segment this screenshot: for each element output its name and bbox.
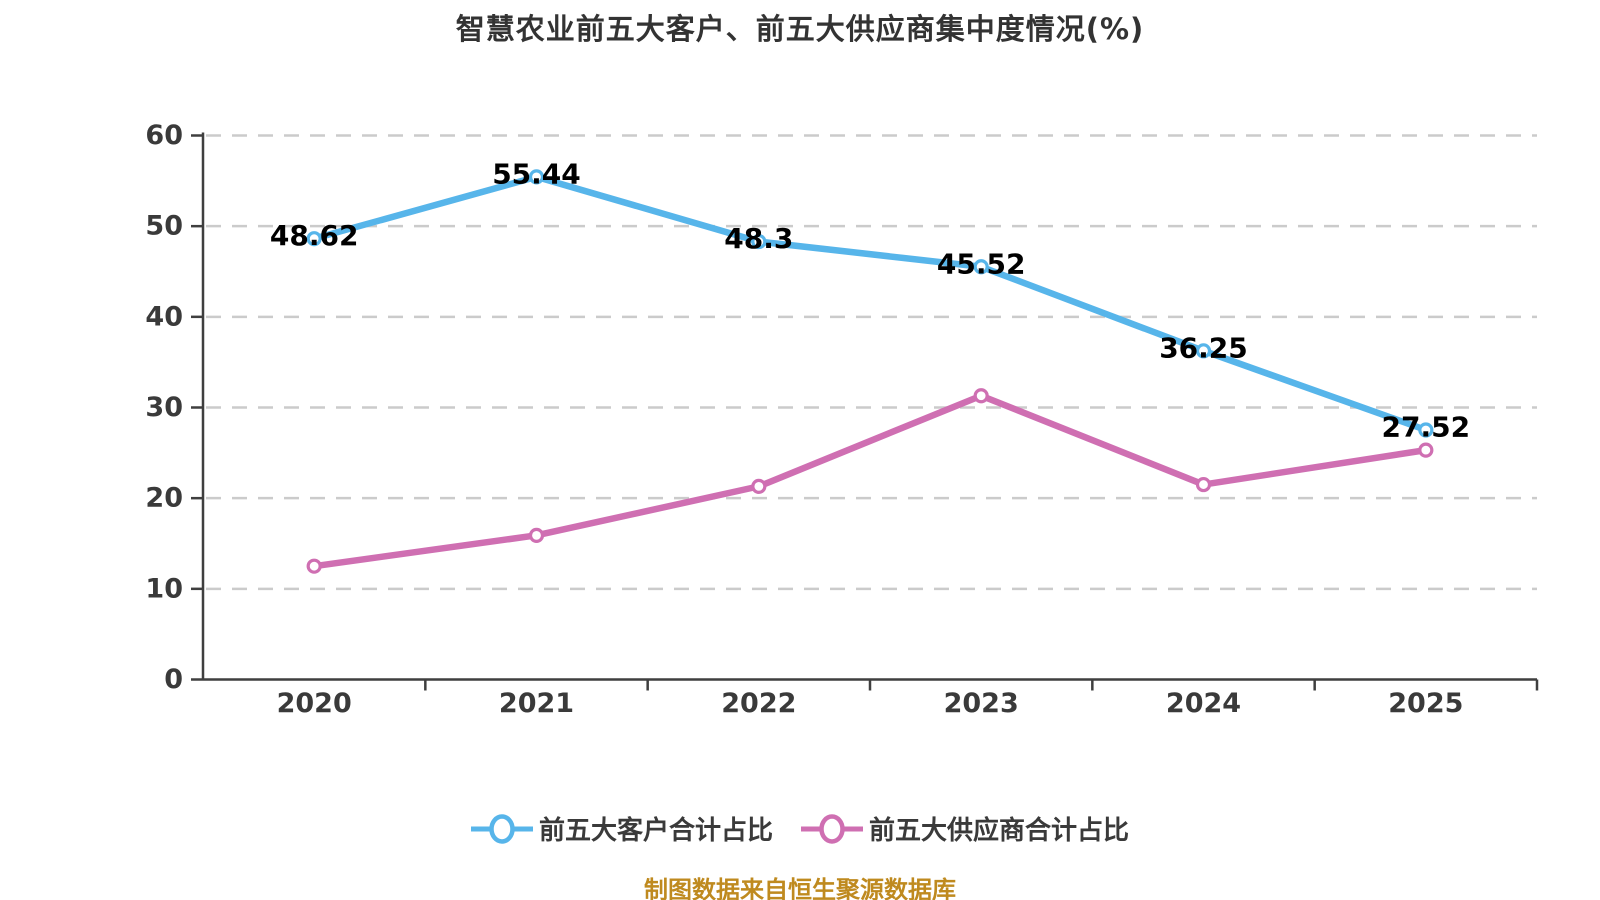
data-point-marker [528,169,545,185]
y-tick-label: 10 [145,573,183,604]
x-tick-label: 2025 [1388,688,1463,719]
legend-item-customers[interactable]: 前五大客户合计占比 [470,810,773,847]
data-point-marker [1195,476,1212,493]
data-point-marker [306,231,322,247]
data-point-marker [306,558,322,574]
data-label: 55.44 [492,157,581,190]
x-tick-label: 2022 [721,688,796,719]
x-tick-label: 2021 [499,688,574,719]
chart-canvas: 0 10 20 30 40 50 60 2020 2021 2022 2023 2024 2025 48.… [145,120,1539,719]
series-suppliers [306,388,1434,574]
y-tick-label: 20 [145,483,183,514]
data-label: 48.3 [724,222,793,255]
series-customers [306,169,1434,438]
axes [191,132,1539,691]
y-tick-label: 40 [145,301,183,332]
legend-item-suppliers[interactable]: 前五大供应商合计占比 [801,810,1129,847]
x-tick-label: 2024 [1166,688,1241,719]
y-axis-labels: 0 10 20 30 40 50 60 [145,120,183,695]
data-point-marker [751,478,767,494]
data-label: 48.62 [270,219,359,252]
legend-marker-suppliers-icon [801,813,863,844]
legend-label-customers: 前五大客户合计占比 [538,816,773,846]
y-tick-label: 60 [145,120,183,151]
series-line-customers [310,173,1430,434]
data-point-marker [1195,343,1212,359]
legend-marker-customers-icon [470,813,533,844]
data-point-marker [528,527,545,543]
legend-label-suppliers: 前五大供应商合计占比 [869,816,1130,846]
x-tick-label: 2023 [944,688,1019,719]
data-point-marker [973,388,989,404]
data-point-marker [751,233,767,250]
legend: 前五大客户合计占比 前五大供应商合计占比 [0,810,1600,847]
y-tick-label: 0 [164,664,183,695]
series-line-suppliers [310,392,1430,570]
data-label: 36.25 [1159,331,1248,364]
x-axis-labels: 2020 2021 2022 2023 2024 2025 [277,688,1464,719]
data-label: 45.52 [937,247,1026,280]
source-note: 制图数据来自恒生聚源数据库 [644,876,956,900]
data-label: 27.52 [1382,410,1471,443]
y-tick-label: 30 [145,392,183,423]
data-point-marker [1418,422,1434,438]
data-point-marker [973,259,989,275]
y-tick-label: 50 [145,211,183,242]
x-tick-label: 2020 [277,688,352,719]
data-labels-customers: 48.62 55.44 48.3 45.52 36.25 27.52 [270,157,1470,443]
data-point-marker [1418,442,1434,458]
gridlines [206,134,1537,591]
chart-title: 智慧农业前五大客户、前五大供应商集中度情况(%) [455,12,1145,46]
